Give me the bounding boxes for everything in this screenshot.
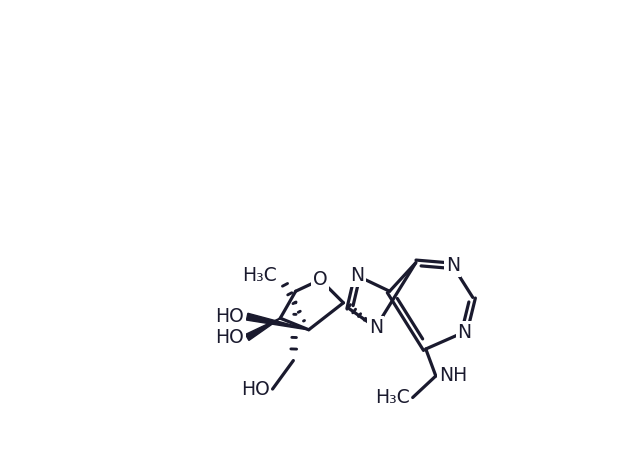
Polygon shape (245, 318, 280, 340)
Text: O: O (313, 270, 328, 289)
Text: N: N (445, 256, 460, 275)
Polygon shape (246, 313, 308, 330)
Text: N: N (369, 318, 383, 337)
Text: N: N (350, 266, 364, 285)
Text: H₃C: H₃C (243, 266, 277, 285)
Text: NH: NH (439, 367, 467, 385)
Text: N: N (457, 322, 471, 342)
Text: HO: HO (241, 380, 269, 399)
Text: H₃C: H₃C (375, 388, 410, 407)
Text: HO: HO (215, 307, 244, 326)
Text: HO: HO (215, 328, 244, 347)
